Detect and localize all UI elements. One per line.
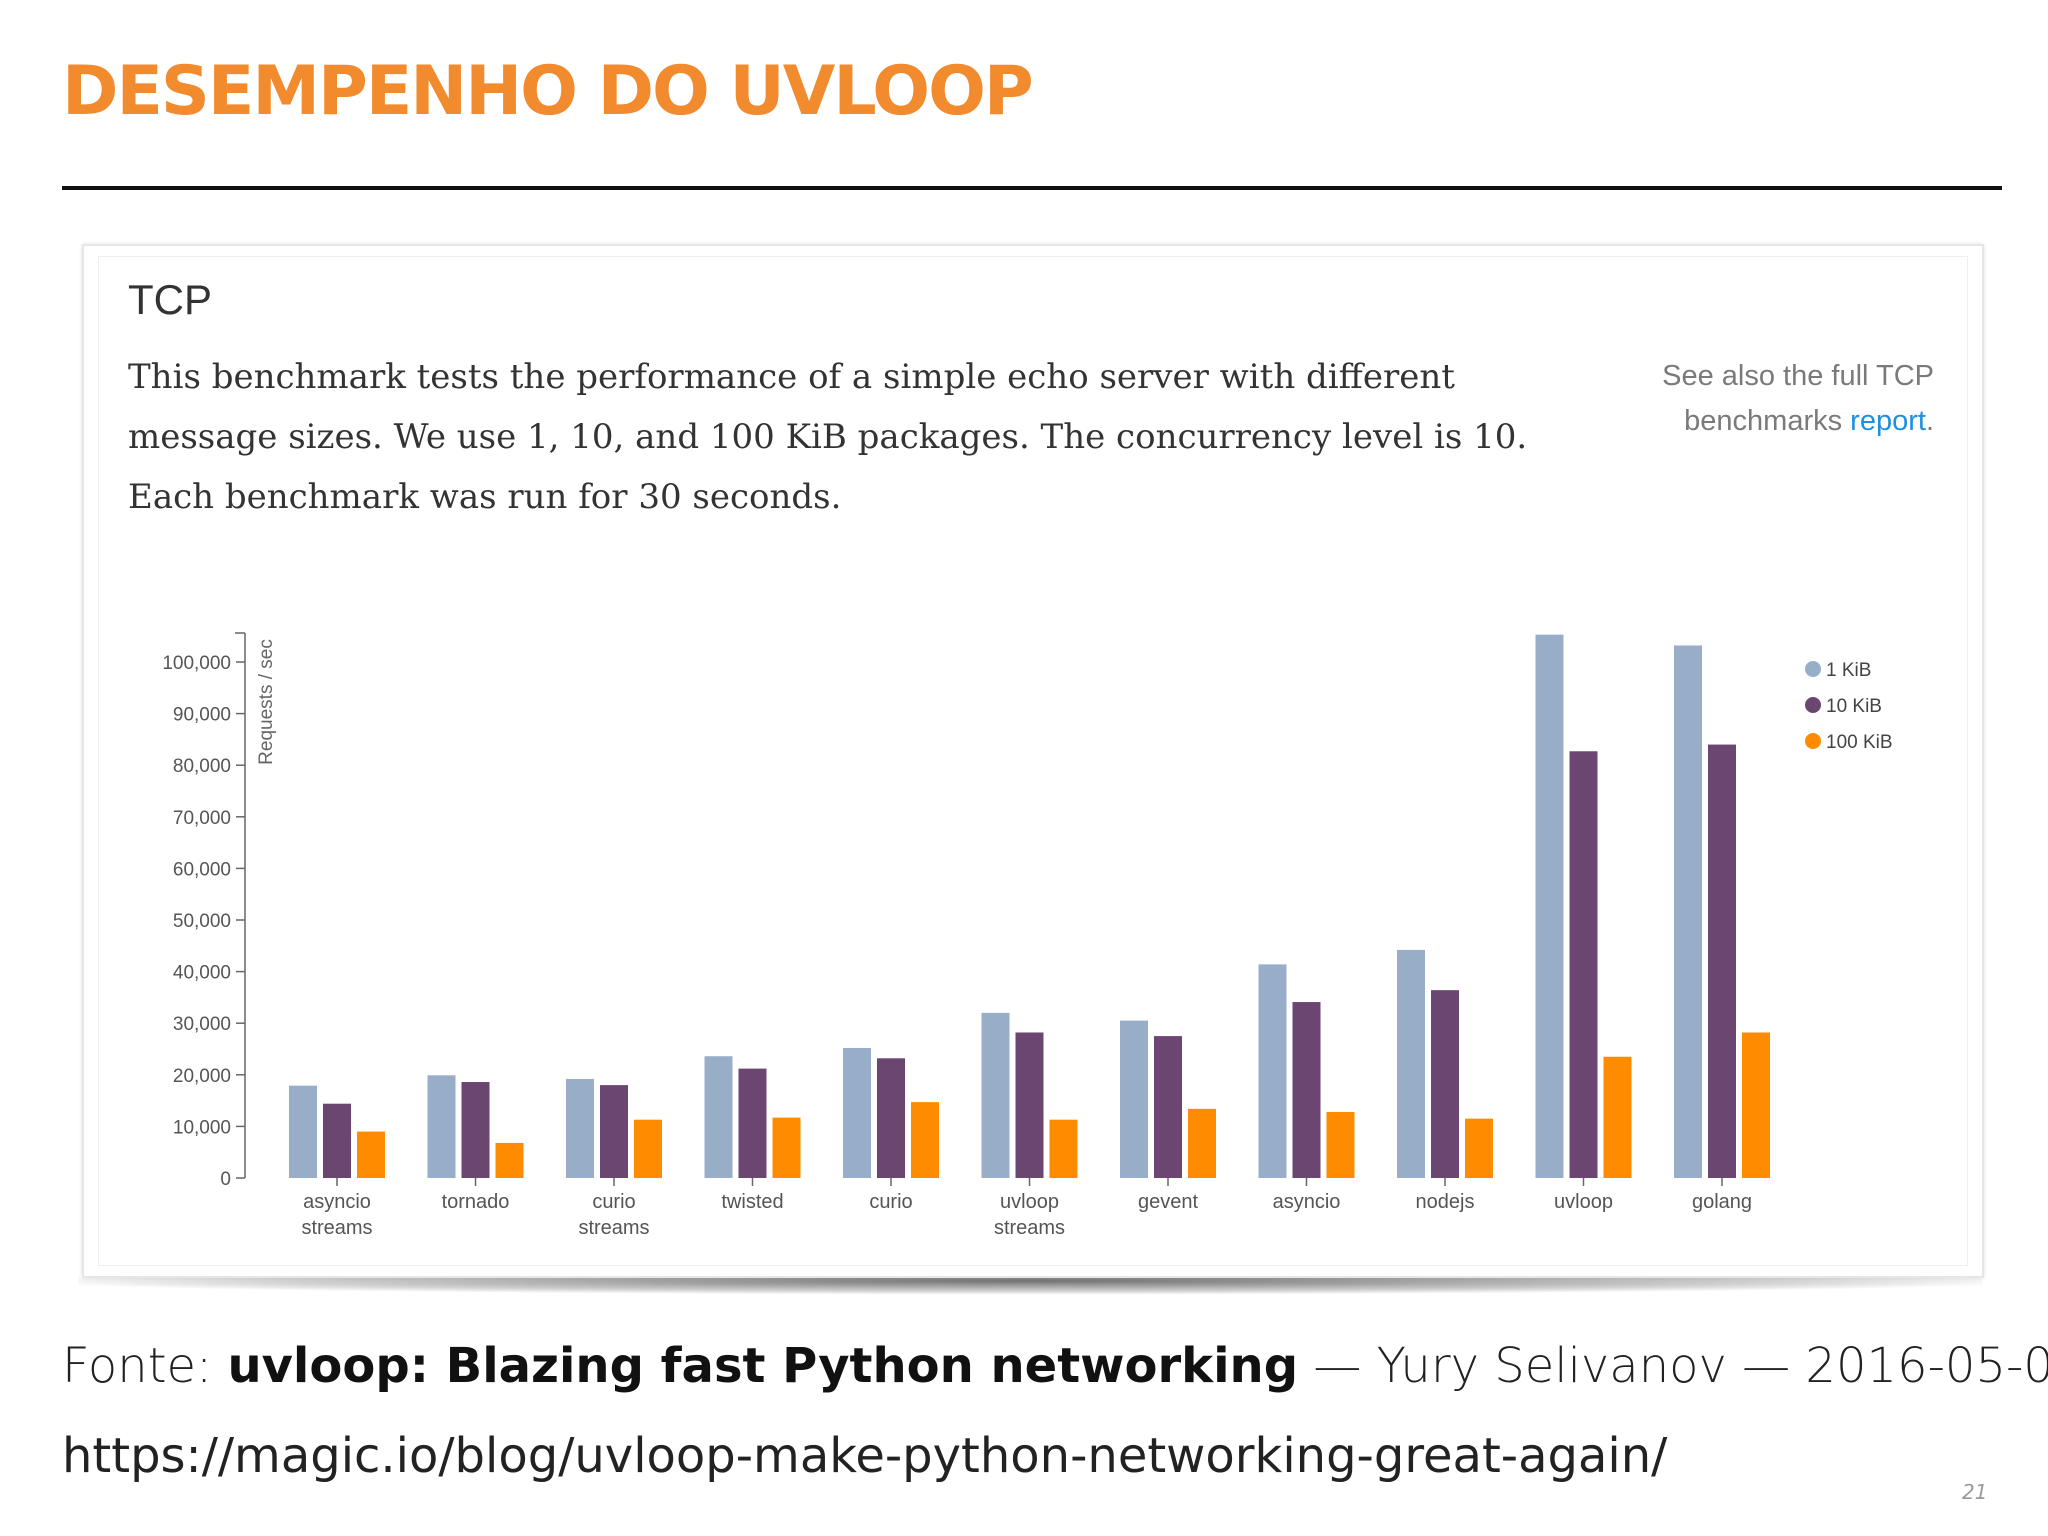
bar	[1465, 1118, 1493, 1178]
x-tick-label: nodejs	[1416, 1191, 1475, 1213]
x-tick-label: streams	[301, 1217, 372, 1239]
x-tick-label: curio	[869, 1191, 912, 1213]
description-line-2: message sizes. We use 1, 10, and 100 KiB…	[128, 417, 1528, 457]
y-tick-label: 50,000	[173, 911, 231, 932]
bar	[1603, 1056, 1632, 1178]
bar	[1292, 1002, 1321, 1178]
source-byline: — Yury Selivanov — 2016-05-03	[1298, 1338, 2048, 1394]
y-tick-label: 90,000	[173, 705, 231, 726]
x-tick-label: streams	[578, 1217, 649, 1239]
bar	[1742, 1032, 1770, 1178]
y-axis-title: Requests / sec	[256, 639, 277, 765]
bar	[877, 1058, 905, 1178]
x-tick-label: tornado	[442, 1191, 510, 1213]
bar	[1258, 964, 1287, 1178]
report-link[interactable]: report	[1850, 405, 1926, 437]
bar	[1049, 1119, 1078, 1178]
bar	[1120, 1020, 1148, 1178]
legend-swatch	[1805, 733, 1821, 749]
x-tick-label: asyncio	[1273, 1191, 1341, 1213]
y-tick-label: 30,000	[173, 1014, 231, 1035]
x-tick-label: curio	[592, 1191, 635, 1213]
bar	[1431, 990, 1459, 1178]
y-tick-label: 80,000	[173, 756, 231, 777]
x-tick-label: asyncio	[303, 1191, 371, 1213]
y-tick-label: 70,000	[173, 808, 231, 829]
bar	[1397, 949, 1425, 1178]
aside-note-text: benchmarks	[1684, 405, 1851, 437]
bar	[495, 1142, 524, 1178]
aside-note-period: .	[1925, 405, 1934, 437]
bar	[289, 1085, 317, 1178]
x-tick-label: uvloop	[1554, 1191, 1613, 1213]
x-tick-label: uvloop	[1000, 1191, 1059, 1213]
legend-label: 10 KiB	[1826, 696, 1882, 717]
aside-note-line-1: See also the full TCP	[1662, 360, 1934, 392]
bar	[1569, 751, 1598, 1178]
bar	[427, 1075, 456, 1178]
title-divider	[62, 186, 2002, 190]
y-tick-label: 20,000	[173, 1066, 231, 1087]
bar	[772, 1117, 801, 1178]
bar	[323, 1103, 351, 1178]
bar	[1188, 1108, 1216, 1178]
bar	[843, 1047, 871, 1178]
description-line-1: This benchmark tests the performance of …	[128, 357, 1455, 397]
y-tick-label: 40,000	[173, 963, 231, 984]
y-tick-label: 10,000	[173, 1117, 231, 1138]
y-tick-label: 60,000	[173, 859, 231, 880]
bar	[981, 1012, 1010, 1178]
tcp-heading: TCP	[128, 276, 212, 323]
bar	[566, 1078, 594, 1178]
screenshot-inner-frame	[98, 256, 1968, 1266]
y-tick-label: 100,000	[162, 653, 231, 674]
x-tick-label: streams	[994, 1217, 1065, 1239]
x-tick-label: golang	[1692, 1191, 1752, 1213]
x-tick-label: gevent	[1138, 1191, 1198, 1213]
legend-label: 100 KiB	[1826, 732, 1893, 753]
bar	[738, 1068, 767, 1178]
source-citation: Fonte: uvloop: Blazing fast Python netwo…	[62, 1338, 2048, 1394]
bar	[1535, 634, 1564, 1178]
bar	[1674, 645, 1702, 1178]
legend-label: 1 KiB	[1826, 660, 1871, 681]
bar	[357, 1131, 385, 1178]
aside-note-line-2: benchmarks report.	[1534, 405, 1934, 438]
bar	[704, 1056, 733, 1178]
y-tick-label: 0	[220, 1169, 231, 1190]
legend-swatch	[1805, 661, 1821, 677]
bar	[634, 1119, 662, 1178]
source-prefix: Fonte:	[62, 1338, 228, 1394]
bar	[600, 1085, 628, 1178]
bar	[461, 1082, 490, 1178]
slide-title: DESEMPENHO DO UVLOOP	[62, 52, 1034, 131]
legend-swatch	[1805, 697, 1821, 713]
source-article-title: uvloop: Blazing fast Python networking	[227, 1338, 1299, 1394]
source-url[interactable]: https://magic.io/blog/uvloop-make-python…	[62, 1428, 1668, 1484]
bar	[1708, 744, 1736, 1178]
tcp-benchmark-chart: 0 10,000 20,000 30,000 40,000 50,000 60,000 70,…	[162, 632, 1893, 1239]
x-tick-label: twisted	[721, 1191, 783, 1213]
bar	[1015, 1032, 1044, 1178]
description-line-3: Each benchmark was run for 30 seconds.	[128, 477, 842, 517]
bar	[1154, 1036, 1182, 1178]
bar	[1326, 1111, 1355, 1178]
page-number: 21	[1962, 1480, 1988, 1504]
bar	[911, 1102, 939, 1178]
